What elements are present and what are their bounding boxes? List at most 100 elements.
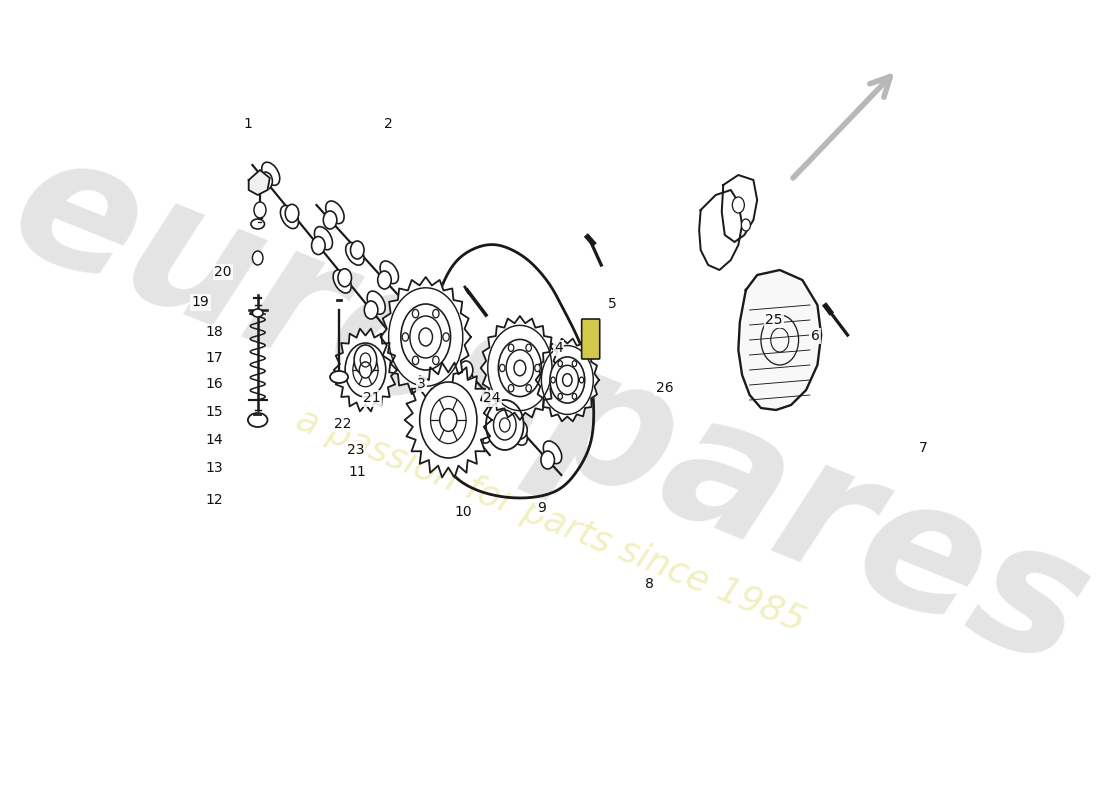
- Ellipse shape: [333, 270, 351, 293]
- Circle shape: [514, 421, 527, 439]
- Circle shape: [311, 237, 326, 254]
- Circle shape: [486, 391, 500, 409]
- Circle shape: [403, 333, 408, 341]
- Polygon shape: [722, 175, 757, 242]
- Text: 23: 23: [346, 442, 364, 457]
- Circle shape: [498, 339, 541, 397]
- Circle shape: [572, 361, 576, 366]
- Text: 22: 22: [334, 417, 352, 431]
- Circle shape: [432, 331, 446, 349]
- Circle shape: [486, 400, 524, 450]
- Text: 10: 10: [454, 505, 472, 519]
- Ellipse shape: [345, 242, 364, 265]
- Text: 12: 12: [206, 493, 223, 507]
- Circle shape: [508, 385, 514, 392]
- Text: 2: 2: [384, 117, 393, 131]
- Circle shape: [443, 398, 456, 416]
- Text: 20: 20: [213, 265, 231, 279]
- Circle shape: [258, 172, 273, 190]
- Text: eurospares: eurospares: [0, 114, 1100, 706]
- Circle shape: [499, 364, 505, 372]
- Circle shape: [351, 241, 364, 259]
- Ellipse shape: [439, 398, 456, 422]
- Circle shape: [420, 382, 477, 458]
- Circle shape: [460, 361, 473, 379]
- Circle shape: [417, 366, 430, 383]
- Circle shape: [254, 202, 266, 218]
- Circle shape: [558, 394, 562, 399]
- Circle shape: [526, 344, 531, 351]
- Circle shape: [338, 269, 352, 286]
- Circle shape: [432, 356, 439, 365]
- Circle shape: [252, 251, 263, 265]
- Text: 4: 4: [554, 341, 563, 355]
- Text: 24: 24: [483, 391, 500, 406]
- Text: 7: 7: [918, 441, 927, 455]
- Text: 25: 25: [764, 313, 782, 327]
- Circle shape: [390, 334, 404, 351]
- Ellipse shape: [315, 226, 332, 250]
- Polygon shape: [700, 190, 743, 270]
- Circle shape: [514, 360, 526, 376]
- Ellipse shape: [381, 261, 398, 284]
- Polygon shape: [381, 277, 471, 397]
- Polygon shape: [738, 270, 822, 410]
- Circle shape: [440, 409, 456, 431]
- Circle shape: [443, 333, 449, 341]
- Text: 9: 9: [537, 501, 547, 515]
- Circle shape: [551, 377, 556, 383]
- Text: 17: 17: [206, 350, 223, 365]
- Circle shape: [412, 310, 419, 318]
- Text: 15: 15: [206, 405, 223, 419]
- Ellipse shape: [262, 162, 279, 186]
- Ellipse shape: [543, 441, 562, 464]
- Circle shape: [405, 301, 418, 319]
- Circle shape: [508, 344, 514, 351]
- Ellipse shape: [420, 355, 438, 378]
- Polygon shape: [333, 329, 397, 411]
- Circle shape: [432, 310, 439, 318]
- Circle shape: [354, 345, 376, 375]
- Circle shape: [541, 451, 554, 469]
- Ellipse shape: [488, 381, 507, 404]
- Circle shape: [285, 204, 299, 222]
- Ellipse shape: [473, 420, 491, 443]
- Ellipse shape: [367, 291, 385, 314]
- Circle shape: [535, 364, 540, 372]
- Ellipse shape: [434, 321, 453, 344]
- Text: 1: 1: [243, 117, 252, 131]
- Text: 13: 13: [206, 461, 223, 475]
- Text: 3: 3: [417, 377, 426, 391]
- Ellipse shape: [248, 413, 267, 427]
- Circle shape: [364, 301, 378, 319]
- Circle shape: [733, 197, 745, 213]
- Text: a passion for parts since 1985: a passion for parts since 1985: [290, 402, 810, 638]
- Circle shape: [323, 211, 337, 229]
- Ellipse shape: [509, 422, 527, 445]
- Ellipse shape: [251, 219, 264, 229]
- Ellipse shape: [280, 206, 298, 229]
- Circle shape: [470, 430, 483, 448]
- FancyBboxPatch shape: [582, 319, 600, 359]
- Circle shape: [499, 418, 510, 432]
- Polygon shape: [481, 316, 559, 420]
- Circle shape: [412, 356, 419, 365]
- Polygon shape: [249, 170, 270, 195]
- Text: 5: 5: [608, 297, 616, 311]
- Circle shape: [741, 219, 750, 231]
- Circle shape: [360, 362, 372, 378]
- Text: 11: 11: [349, 465, 366, 479]
- Text: 19: 19: [191, 295, 209, 310]
- Text: 6: 6: [811, 329, 819, 343]
- Ellipse shape: [400, 302, 418, 325]
- Circle shape: [550, 357, 585, 403]
- Ellipse shape: [454, 362, 473, 385]
- Polygon shape: [405, 362, 492, 478]
- Circle shape: [562, 374, 572, 386]
- Circle shape: [345, 343, 386, 397]
- Ellipse shape: [252, 309, 263, 317]
- Text: 18: 18: [206, 325, 223, 339]
- Text: 8: 8: [645, 577, 653, 591]
- Circle shape: [572, 394, 576, 399]
- Text: 26: 26: [656, 381, 673, 395]
